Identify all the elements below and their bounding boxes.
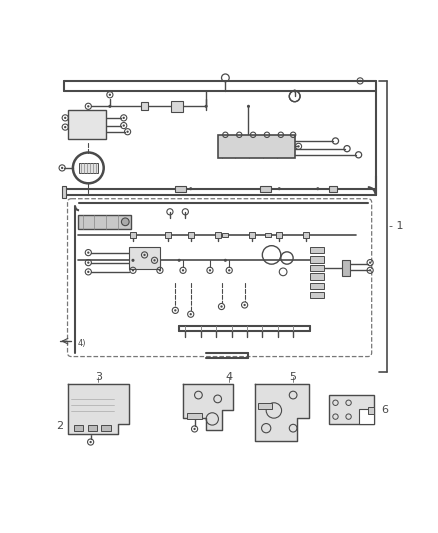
Circle shape (228, 269, 230, 271)
Circle shape (277, 187, 280, 190)
Polygon shape (67, 384, 129, 433)
Circle shape (121, 218, 129, 225)
Bar (130, 232, 136, 238)
Bar (276, 232, 282, 238)
Circle shape (131, 259, 134, 262)
Circle shape (193, 428, 195, 430)
Circle shape (126, 131, 128, 133)
Bar (309, 247, 323, 253)
Bar (214, 232, 220, 238)
Circle shape (122, 124, 124, 127)
Bar (175, 185, 186, 192)
Bar (309, 273, 323, 280)
Bar (217, 135, 294, 158)
Circle shape (122, 117, 124, 119)
Circle shape (243, 304, 245, 306)
Circle shape (223, 259, 226, 262)
Circle shape (64, 126, 66, 128)
Circle shape (89, 441, 92, 443)
Circle shape (315, 187, 318, 190)
Circle shape (159, 269, 161, 271)
Circle shape (208, 269, 211, 271)
Bar (264, 233, 270, 237)
Bar (164, 232, 170, 238)
Bar (342, 260, 350, 276)
Bar (171, 101, 183, 112)
Bar (74, 425, 83, 431)
Circle shape (220, 305, 222, 308)
Bar (187, 413, 202, 419)
Text: 4): 4) (78, 339, 86, 348)
Bar (358, 409, 373, 424)
Text: 3: 3 (95, 373, 102, 382)
Circle shape (87, 262, 89, 264)
Bar (222, 233, 228, 237)
Circle shape (87, 105, 89, 108)
Text: 5: 5 (289, 373, 296, 382)
Bar (258, 403, 272, 409)
Circle shape (61, 167, 63, 169)
Circle shape (293, 90, 296, 92)
Text: 2: 2 (57, 421, 64, 431)
Circle shape (64, 117, 66, 119)
Circle shape (189, 187, 192, 190)
Circle shape (368, 269, 371, 271)
Circle shape (358, 80, 360, 82)
Circle shape (87, 271, 89, 273)
Bar (328, 395, 373, 424)
Text: - 1: - 1 (388, 221, 402, 231)
Circle shape (87, 252, 89, 254)
Circle shape (109, 94, 111, 96)
Bar (328, 185, 336, 192)
Bar (62, 185, 66, 198)
Bar (367, 407, 373, 414)
Text: 6: 6 (381, 405, 388, 415)
Circle shape (189, 313, 191, 316)
Bar (87, 425, 96, 431)
Circle shape (368, 262, 371, 264)
Circle shape (131, 269, 134, 271)
Bar (309, 292, 323, 298)
Bar (309, 282, 323, 289)
Circle shape (181, 269, 184, 271)
Bar (309, 256, 323, 263)
Bar (358, 409, 373, 424)
Bar (101, 425, 110, 431)
Polygon shape (254, 384, 308, 441)
Bar (67, 110, 106, 140)
Circle shape (108, 105, 111, 108)
Bar (78, 215, 131, 229)
Bar (259, 185, 270, 192)
Circle shape (297, 145, 299, 148)
Bar (79, 163, 98, 173)
Circle shape (204, 105, 207, 108)
Text: 4: 4 (225, 373, 232, 382)
Circle shape (246, 105, 250, 108)
Bar (249, 232, 255, 238)
Bar (309, 265, 323, 271)
Circle shape (153, 259, 155, 262)
Polygon shape (183, 384, 233, 430)
Circle shape (174, 309, 176, 311)
Bar (187, 232, 193, 238)
Bar (303, 232, 309, 238)
Circle shape (143, 254, 145, 256)
Bar (140, 102, 148, 110)
Circle shape (177, 259, 180, 262)
Bar (129, 247, 159, 269)
